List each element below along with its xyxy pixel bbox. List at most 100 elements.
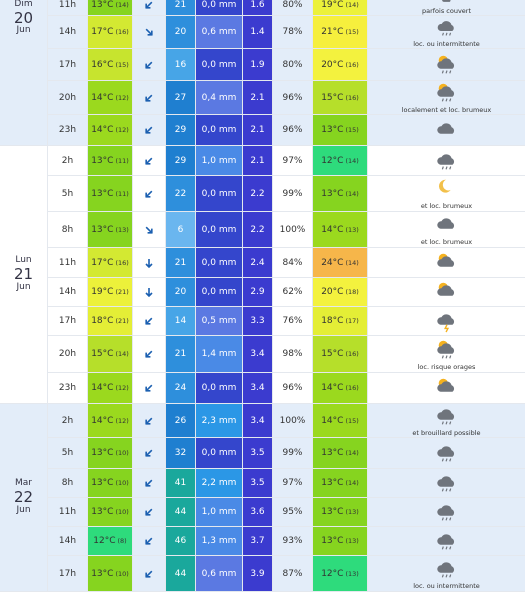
hour: 14h — [48, 16, 88, 49]
feels-like: (16) — [345, 60, 359, 69]
wind-speed: 20 — [174, 27, 187, 37]
feels-like: (13) — [345, 508, 359, 516]
temp: 13°C (11) — [88, 146, 133, 176]
humidity: 96% — [282, 125, 303, 135]
day-name: Dim — [14, 0, 33, 9]
hour: 11h — [48, 248, 88, 278]
feels-like: (13) — [115, 225, 129, 234]
precipitation: 2,2 mm — [201, 478, 237, 488]
temperature: 14°C — [321, 383, 344, 393]
weather: et loc. brumeux — [368, 176, 525, 212]
wind-arrow — [145, 417, 153, 425]
hour: 20h — [48, 336, 88, 373]
humidity: 80% — [282, 0, 303, 10]
uv: 3.9 — [243, 556, 273, 592]
wind: 20 — [166, 278, 196, 307]
hum: 96% — [273, 81, 313, 115]
temp2: 24°C (14) — [313, 248, 368, 278]
temp: 19°C (21) — [88, 278, 133, 307]
feels-like: (12) — [115, 126, 129, 134]
rain: 0,0 mm — [196, 0, 243, 16]
rain: 1,4 mm — [196, 336, 243, 373]
day-name: Lun — [15, 255, 32, 266]
hour-label: 23h — [58, 383, 77, 393]
humidity: 97% — [282, 478, 303, 488]
feels-like: (13) — [345, 225, 359, 234]
temp: 17°C (16) — [88, 16, 133, 49]
hum: 78% — [273, 16, 313, 49]
index: 2.4 — [250, 257, 265, 268]
feels-like: (16) — [115, 258, 129, 267]
wind-arrow — [145, 126, 153, 134]
index: 3.4 — [250, 415, 265, 426]
wind-speed: 29 — [174, 125, 187, 135]
uv: 3.4 — [243, 404, 273, 438]
hum: 80% — [273, 0, 313, 16]
hum: 93% — [273, 527, 313, 556]
rain: 0,0 mm — [196, 248, 243, 278]
wind-dir — [133, 336, 166, 373]
hum: 97% — [273, 146, 313, 176]
feels-like: (16) — [345, 350, 359, 358]
hour: 8h — [48, 212, 88, 248]
wind-dir — [133, 438, 166, 469]
uv: 2.2 — [243, 176, 273, 212]
temperature: 13°C — [91, 155, 114, 166]
rain: 2,3 mm — [196, 404, 243, 438]
weather — [368, 307, 525, 336]
temp2: 14°C (15) — [313, 404, 368, 438]
day-number: 20 — [13, 8, 34, 27]
uv: 3.4 — [243, 373, 273, 404]
hour: 8h — [48, 469, 88, 498]
wind: 24 — [166, 373, 196, 404]
hum: 100% — [273, 212, 313, 248]
rain: 2,2 mm — [196, 469, 243, 498]
weather-icon — [436, 83, 454, 102]
hour-label: 17h — [58, 316, 77, 326]
weather-icon — [438, 179, 451, 193]
weather-icon — [436, 562, 454, 578]
hour: 17h — [48, 49, 88, 81]
temperature: 13°C — [91, 0, 114, 10]
temp2: 12°C (14) — [313, 146, 368, 176]
humidity: 99% — [282, 188, 303, 199]
uv: 2.1 — [243, 115, 273, 146]
temperature: 17°C — [91, 27, 114, 37]
temperature: 14°C — [91, 415, 114, 426]
weather — [368, 248, 525, 278]
hum: 95% — [273, 498, 313, 527]
index: 3.4 — [250, 383, 265, 393]
temp2: 21°C (15) — [313, 16, 368, 49]
wind-arrow — [145, 570, 153, 578]
uv: 1.6 — [243, 0, 273, 16]
uv: 1.9 — [243, 49, 273, 81]
precipitation: 2,3 mm — [201, 415, 237, 426]
wind-speed: 26 — [174, 415, 187, 426]
weather-icon — [436, 55, 454, 73]
wind-dir — [133, 307, 166, 336]
temp2: 15°C (16) — [313, 81, 368, 115]
index: 3.4 — [250, 349, 265, 359]
hum: 96% — [273, 373, 313, 404]
wind: 21 — [166, 0, 196, 16]
wind-dir — [133, 556, 166, 592]
precipitation: 0,0 mm — [201, 287, 237, 297]
temperature: 13°C — [91, 568, 114, 579]
weather-icon — [436, 340, 454, 358]
wind-arrow — [145, 537, 153, 545]
wind: 46 — [166, 527, 196, 556]
weather — [368, 438, 525, 469]
hum: 84% — [273, 248, 313, 278]
weather-icon — [436, 253, 454, 267]
hour-label: 8h — [61, 478, 74, 488]
index: 3.7 — [250, 536, 265, 546]
humidity: 84% — [282, 257, 303, 268]
weather-icon — [436, 378, 454, 392]
temperature: 13°C — [321, 448, 344, 458]
wind-dir — [133, 176, 166, 212]
weather — [368, 469, 525, 498]
wind-dir — [133, 527, 166, 556]
index: 2.2 — [250, 188, 265, 199]
weather-description: parfois couvert — [421, 7, 472, 15]
